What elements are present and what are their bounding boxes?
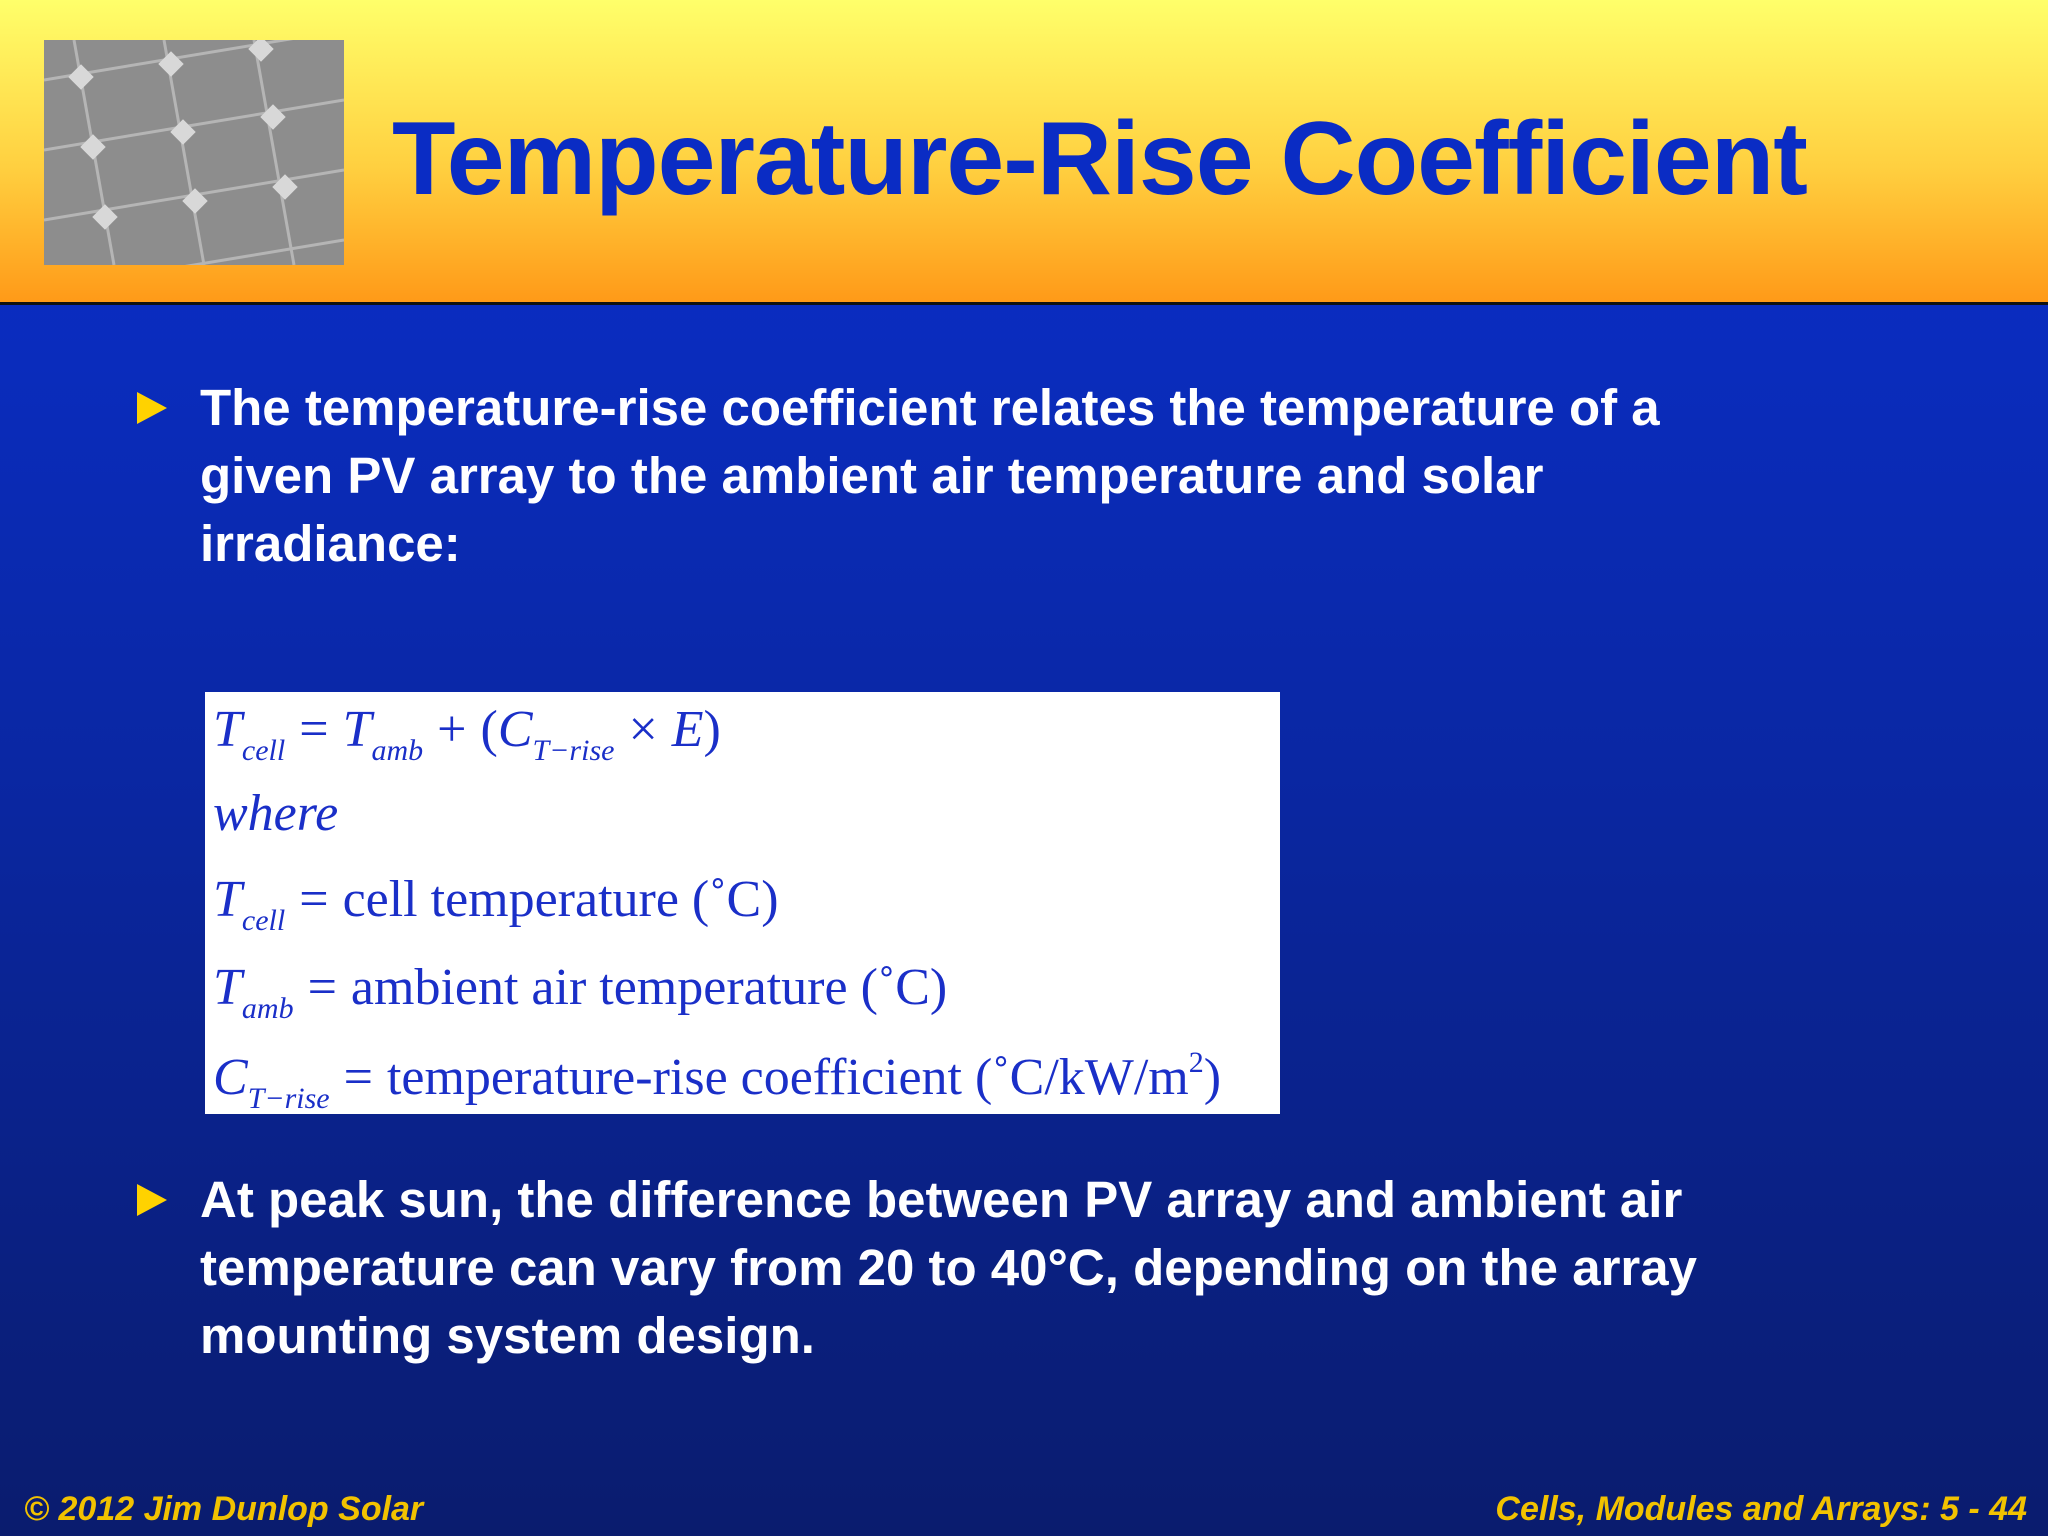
footer-left: © 2012 Jim Dunlop Solar xyxy=(24,1490,424,1528)
solar-cell-image xyxy=(44,40,344,265)
paren: ( xyxy=(480,701,498,758)
operator: × xyxy=(628,701,658,758)
where: where xyxy=(213,785,339,842)
symbol: T xyxy=(213,701,242,758)
bullet-text: The temperature-rise coefficient relates… xyxy=(200,374,1660,578)
text-line: given PV array to the ambient air temper… xyxy=(200,447,1544,504)
text-line: temperature can vary from 20 to 40°C, de… xyxy=(200,1239,1698,1296)
definition: Tcell = cell temperature (˚C) xyxy=(213,870,779,938)
header: Temperature-Rise Coefficient xyxy=(0,0,2048,305)
operator: = xyxy=(299,871,329,928)
symbol: T xyxy=(213,959,242,1016)
formula: Tcell = Tamb + (CT−rise × E) xyxy=(213,700,721,768)
definition: Tamb = ambient air temperature (˚C) xyxy=(213,958,947,1026)
text-line: At peak sun, the difference between PV a… xyxy=(200,1171,1683,1228)
symbol: T xyxy=(342,701,372,758)
bullet-text: At peak sun, the difference between PV a… xyxy=(200,1166,1697,1370)
definition-text: temperature-rise coefficient (˚C/kW/m xyxy=(386,1049,1189,1106)
operator: + xyxy=(437,701,467,758)
text-line: The temperature-rise coefficient relates… xyxy=(200,379,1660,436)
definition-text: cell temperature (˚C) xyxy=(342,871,779,928)
symbol: C xyxy=(213,1049,248,1106)
footer-right: Cells, Modules and Arrays: 5 - 44 xyxy=(1495,1490,2027,1528)
slide-title: Temperature-Rise Coefficient xyxy=(392,101,1808,217)
subscript: cell xyxy=(241,734,286,767)
operator: = xyxy=(307,959,337,1016)
symbol: E xyxy=(671,701,704,758)
symbol: C xyxy=(497,701,533,758)
paren: ) xyxy=(1203,1049,1222,1106)
subscript: T−rise xyxy=(247,1082,330,1115)
operator: = xyxy=(343,1049,373,1106)
superscript: 2 xyxy=(1188,1046,1204,1079)
text-line: irradiance: xyxy=(200,515,461,572)
bullet-arrow xyxy=(137,1184,167,1216)
text-line: mounting system design. xyxy=(200,1307,815,1364)
subscript: amb xyxy=(241,992,294,1025)
paren: ) xyxy=(703,701,721,758)
symbol: T xyxy=(213,871,242,928)
bullet-arrow xyxy=(137,392,167,424)
equation-box: Tcell = Tamb + (CT−rise × E) where Tcell = cell … xyxy=(205,692,1280,1116)
subscript: T−rise xyxy=(532,734,615,767)
definition-text: ambient air temperature (˚C) xyxy=(350,959,948,1016)
subscript: amb xyxy=(371,734,424,767)
definition: CT−rise = temperature-rise coefficient (˚C… xyxy=(213,1046,1221,1116)
operator: = xyxy=(299,701,329,758)
subscript: cell xyxy=(241,904,286,937)
